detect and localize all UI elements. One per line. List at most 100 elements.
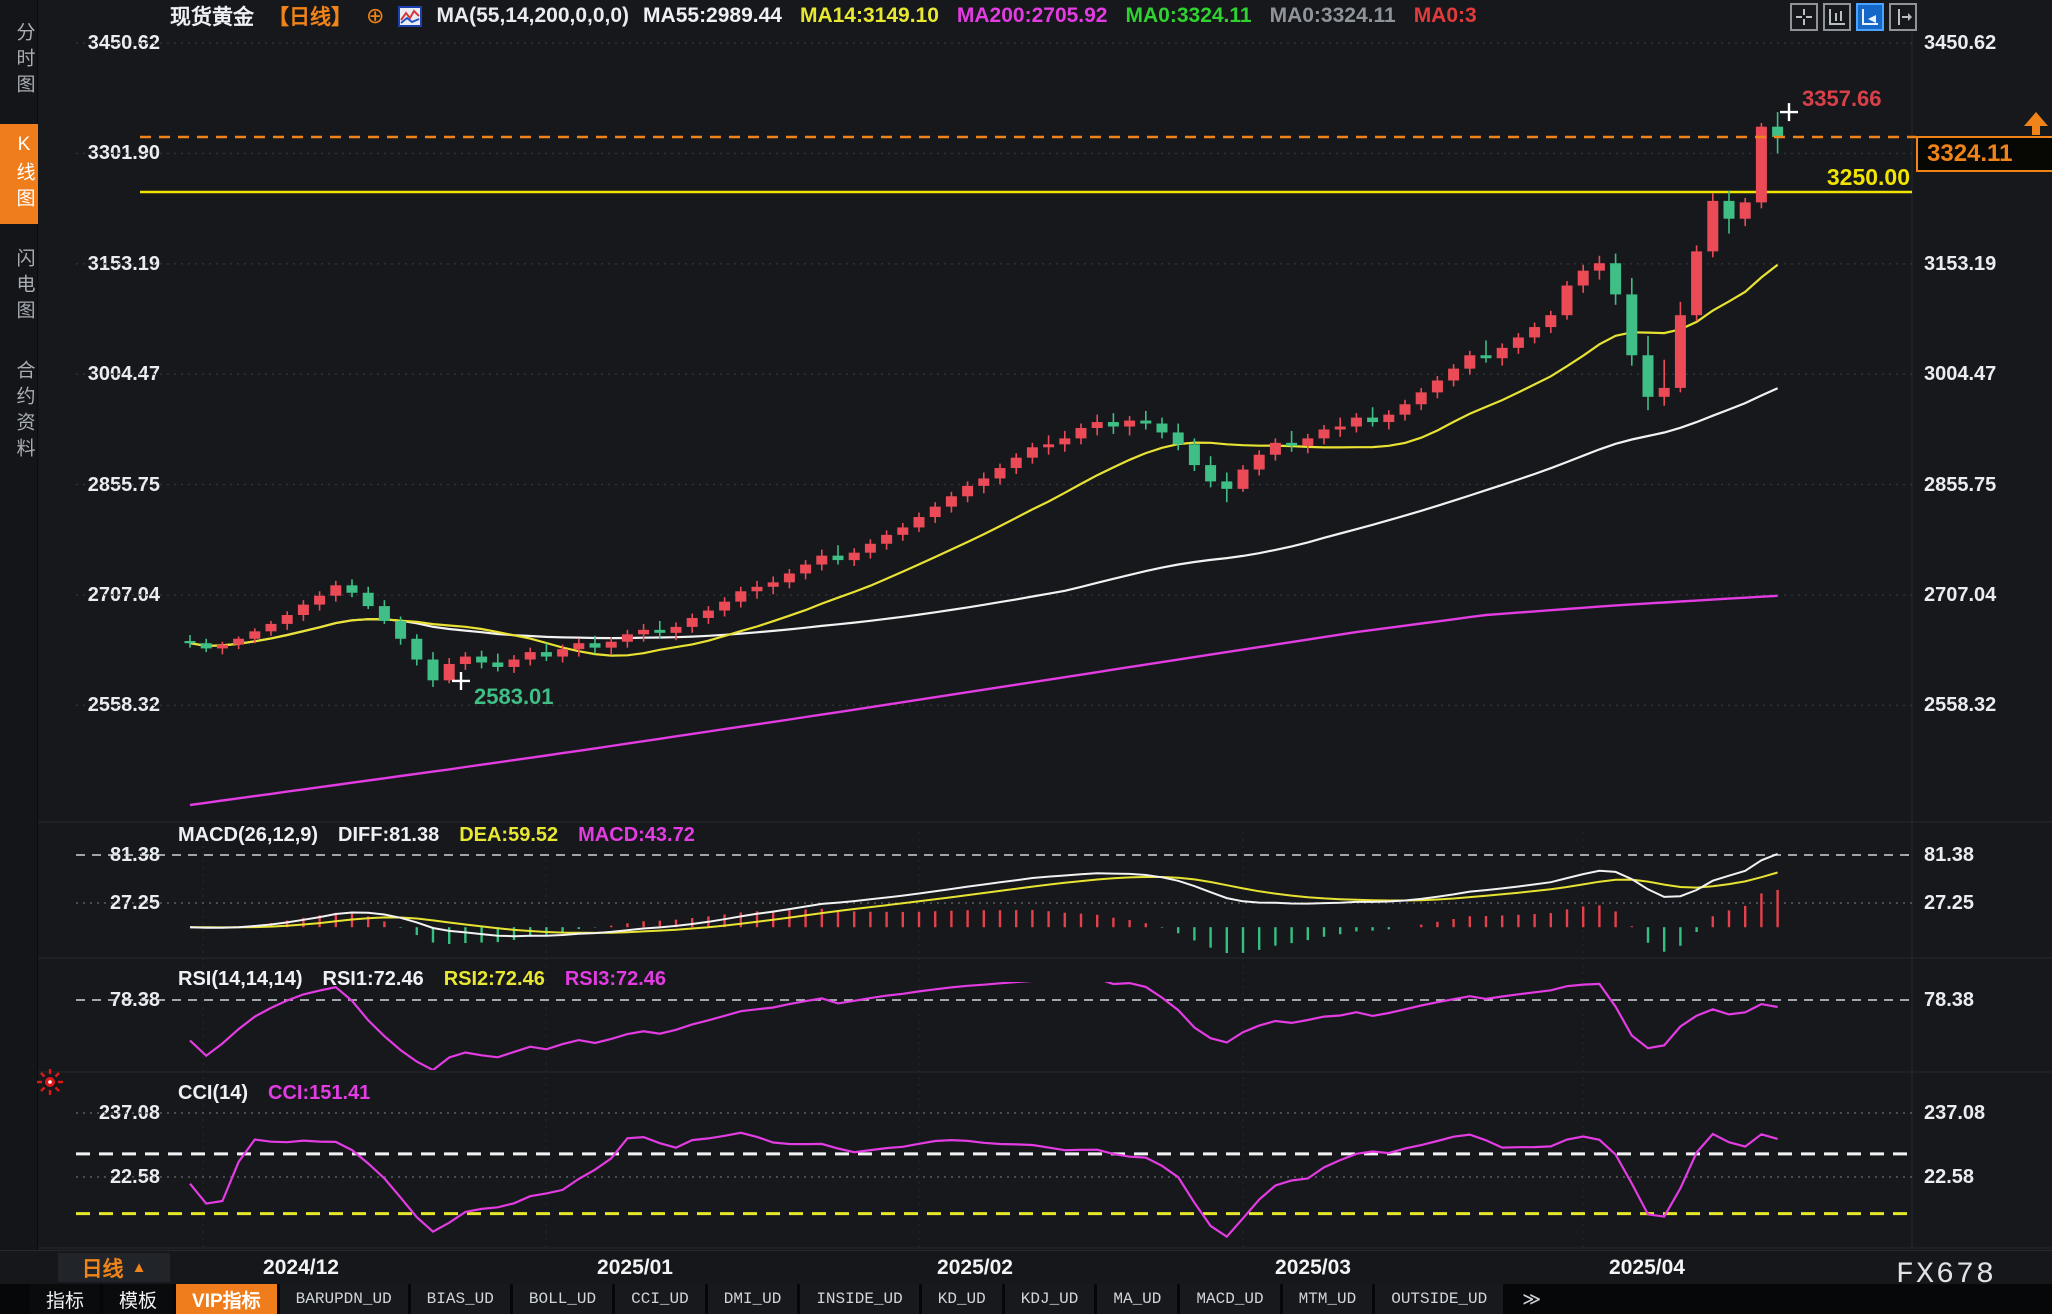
sidebar-item-1[interactable]: K线图 xyxy=(0,124,38,224)
x-axis-date: 2025/03 xyxy=(1275,1256,1351,1279)
more-tabs-button[interactable]: ≫ xyxy=(1506,1284,1558,1314)
indicator-tab-1[interactable]: BIAS_UD xyxy=(410,1284,510,1314)
axis-zoom-icon[interactable] xyxy=(1856,3,1884,31)
sidebar-item-2[interactable]: 闪电图 xyxy=(13,248,35,326)
candle xyxy=(216,644,228,649)
bottom-tab-1[interactable]: 模板 xyxy=(103,1284,174,1314)
extreme-markers-layer xyxy=(452,103,1798,690)
indicator-tab-3[interactable]: CCI_UD xyxy=(615,1284,705,1314)
indicator-tab-6[interactable]: KD_UD xyxy=(921,1284,1002,1314)
sidebar-item-3[interactable]: 合约资料 xyxy=(13,360,35,464)
candle xyxy=(346,585,358,593)
bottom-tab-0[interactable]: 指标 xyxy=(30,1284,101,1314)
candle xyxy=(1302,438,1314,446)
candle xyxy=(1318,429,1330,439)
bottom-tab-vip[interactable]: VIP指标 xyxy=(176,1284,277,1314)
candle xyxy=(573,643,585,650)
candle xyxy=(1221,481,1233,489)
candle xyxy=(800,564,812,574)
candle xyxy=(1431,380,1443,393)
axis-range-icon[interactable] xyxy=(1823,3,1851,31)
macd-lines-layer xyxy=(189,852,1778,938)
ma-value-3: MA0:3324.11 xyxy=(1125,4,1252,27)
candle xyxy=(1043,444,1055,448)
ma-settings: MA(55,14,200,0,0,0) xyxy=(436,4,630,27)
indicator-tab-2[interactable]: BOLL_UD xyxy=(512,1284,613,1314)
candle xyxy=(621,634,633,642)
axis-shift-icon[interactable] xyxy=(1889,3,1917,31)
candle xyxy=(1674,315,1686,388)
candle xyxy=(1237,469,1249,489)
candle xyxy=(1658,387,1670,397)
sidebar-item-0[interactable]: 分时图 xyxy=(13,22,35,100)
candle xyxy=(864,543,876,553)
candle xyxy=(1026,447,1038,458)
candle xyxy=(1464,355,1476,369)
y-axis-label: 237.08 xyxy=(98,1102,160,1124)
candle xyxy=(476,656,488,663)
candle xyxy=(832,555,844,561)
candle xyxy=(670,626,682,633)
candle xyxy=(654,629,666,633)
candle xyxy=(589,643,601,648)
y-axis-label: 2707.04 xyxy=(1924,583,1997,606)
candles-layer xyxy=(184,112,1784,687)
rsi2-value: RSI2:72.46 xyxy=(443,968,545,990)
candle xyxy=(1350,417,1362,427)
period-selector[interactable]: 日线 ▲ xyxy=(58,1253,170,1282)
candle xyxy=(1091,422,1103,428)
y-axis-label: 3004.47 xyxy=(1924,363,1997,386)
candle xyxy=(1334,426,1346,430)
indicator-tab-11[interactable]: OUTSIDE_UD xyxy=(1375,1284,1504,1314)
last-price-box: 3324.11 xyxy=(1916,136,2052,172)
indicator-tab-5[interactable]: INSIDE_UD xyxy=(800,1284,919,1314)
y-axis-label: 237.08 xyxy=(1924,1102,1986,1124)
candle xyxy=(816,555,828,565)
y-axis-label: 3004.47 xyxy=(87,363,160,386)
y-axis-label: 78.38 xyxy=(1924,989,1975,1011)
candle xyxy=(962,485,974,497)
indicator-tab-0[interactable]: BARUPDN_UD xyxy=(279,1284,408,1314)
candle xyxy=(978,478,990,486)
candle xyxy=(605,641,617,648)
candle xyxy=(330,585,342,596)
target-icon[interactable]: ⊕ xyxy=(366,3,385,28)
candle xyxy=(897,527,909,535)
candle xyxy=(1188,444,1200,466)
y-axis-label: 78.38 xyxy=(109,989,160,1011)
y-axis-label: 81.38 xyxy=(109,844,160,866)
x-axis-date: 2025/01 xyxy=(597,1256,673,1279)
candle xyxy=(1107,422,1119,427)
x-axis-date: 2024/12 xyxy=(263,1256,339,1279)
candle xyxy=(1383,414,1395,423)
kline-style-icon[interactable] xyxy=(398,5,423,27)
indicator-tab-10[interactable]: MTM_UD xyxy=(1282,1284,1373,1314)
marked-low-label: 2583.01 xyxy=(474,684,554,709)
chart-header: 现货黄金 【日线】 ⊕ MA(55,14,200,0,0,0) MA55:298… xyxy=(170,3,1477,29)
candle xyxy=(233,638,245,645)
symbol-name: 现货黄金 xyxy=(170,6,254,29)
indicator-tab-4[interactable]: DMI_UD xyxy=(707,1284,798,1314)
indicator-tab-9[interactable]: MACD_UD xyxy=(1180,1284,1280,1314)
candle xyxy=(459,656,471,664)
price-marker-arrow-icon xyxy=(2024,112,2048,135)
cci-line-layer xyxy=(189,1131,1778,1239)
y-axis-label: 2558.32 xyxy=(87,694,160,717)
candle xyxy=(524,652,536,660)
candle xyxy=(540,652,552,657)
rsi1-value: RSI1:72.46 xyxy=(322,968,424,990)
candle xyxy=(265,623,277,632)
candle xyxy=(1496,347,1508,359)
candle xyxy=(395,620,407,639)
indicator-tab-7[interactable]: KDJ_UD xyxy=(1004,1284,1095,1314)
candle xyxy=(427,659,439,681)
layout-grid-icon[interactable] xyxy=(1790,3,1818,31)
sidebar: 分时图 K线图闪电图合约资料 xyxy=(0,0,38,1250)
candle xyxy=(1593,263,1605,271)
candle xyxy=(735,591,747,602)
period-label: 日线 xyxy=(81,1257,124,1281)
y-axis-label: 27.25 xyxy=(1924,892,1975,914)
indicator-tab-8[interactable]: MA_UD xyxy=(1097,1284,1178,1314)
